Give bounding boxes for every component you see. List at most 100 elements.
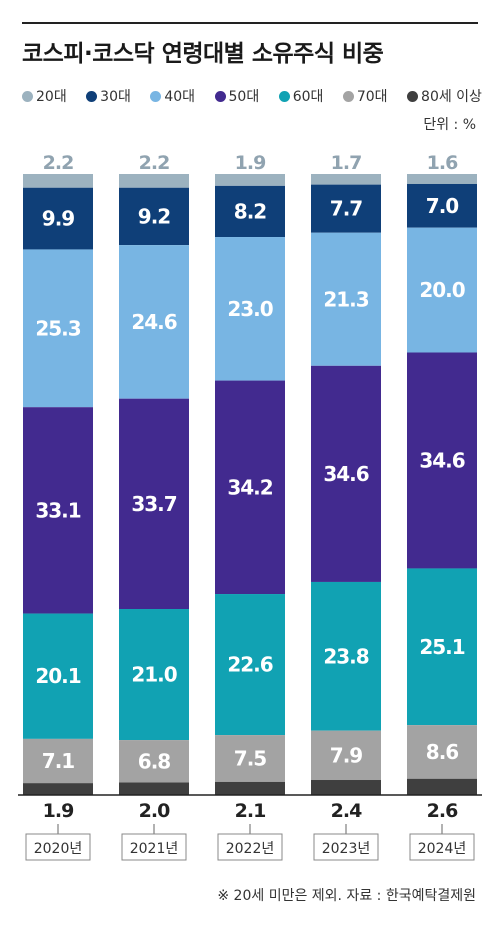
year-label: 2024년	[418, 841, 467, 857]
value-label: 8.2	[234, 199, 267, 223]
bar-segment	[311, 232, 381, 366]
year-box	[409, 833, 475, 861]
year-box	[121, 833, 187, 861]
legend-label: 20대	[36, 89, 67, 105]
bar-segment	[311, 581, 381, 731]
legend-swatch	[22, 90, 33, 102]
legend: 20대 30대 40대 50대 60대 70대 80세 이상	[22, 86, 482, 106]
year-box	[25, 833, 91, 861]
bar-segment	[215, 174, 285, 186]
bar-segment	[407, 183, 477, 228]
legend-swatch	[278, 90, 290, 102]
value-label: 25.3	[35, 316, 80, 340]
value-label: 8.6	[426, 740, 459, 764]
legend-label: 60대	[292, 89, 324, 105]
value-label: 7.1	[42, 749, 75, 773]
bar-segment	[215, 735, 285, 782]
value-label: 7.9	[330, 743, 363, 767]
legend-swatch	[407, 90, 419, 102]
legend-swatch	[86, 90, 98, 102]
value-label: 9.9	[42, 207, 75, 231]
value-label: 1.6	[427, 152, 458, 174]
bar-segment	[119, 740, 189, 783]
bar-segment	[407, 568, 477, 726]
year-label: 2020년	[34, 841, 83, 857]
value-label: 34.6	[419, 448, 464, 472]
value-label: 7.0	[426, 194, 459, 218]
bar-segment	[23, 174, 93, 188]
value-label: 2.2	[43, 152, 74, 174]
legend-label: 80세 이상	[421, 89, 482, 105]
legend-item: 40대	[150, 86, 195, 106]
legend-swatch	[150, 90, 162, 102]
source-footnote: ※ 20세 미만은 제외. 자료 : 한국예탁결제원	[217, 888, 476, 904]
value-label: 7.5	[234, 746, 267, 770]
legend-label: 50대	[228, 89, 260, 105]
year-label: 2021년	[130, 841, 179, 857]
bar-segment	[215, 237, 285, 381]
value-label: 2.6	[427, 800, 458, 822]
bar-segment	[407, 725, 477, 779]
legend-item: 20대	[22, 86, 67, 106]
bar-segment	[215, 594, 285, 736]
legend-item: 80세 이상	[407, 86, 482, 106]
bar-segment	[119, 174, 189, 188]
bar-segment	[407, 352, 477, 569]
value-label: 7.7	[330, 197, 363, 221]
value-label: 34.2	[227, 475, 272, 499]
value-label: 2.1	[235, 800, 266, 822]
bar-segment	[23, 249, 93, 408]
legend-swatch	[342, 90, 354, 102]
value-label: 24.6	[131, 310, 176, 334]
bar-segment	[407, 778, 477, 795]
bar-segment	[119, 782, 189, 795]
bar-segment	[23, 407, 93, 614]
legend-label: 40대	[164, 89, 196, 105]
bar-segment	[215, 185, 285, 238]
legend-item: 50대	[214, 86, 260, 106]
value-label: 33.1	[35, 498, 80, 522]
value-label: 2.4	[331, 800, 362, 822]
year-box	[313, 833, 379, 861]
year-label: 2023년	[322, 841, 371, 857]
bar-segment	[311, 184, 381, 233]
legend-item: 70대	[342, 86, 388, 106]
value-label: 9.2	[138, 204, 171, 228]
value-label: 25.1	[419, 635, 464, 659]
legend-item: 60대	[278, 86, 324, 106]
bar-segment	[23, 738, 93, 784]
value-label: 1.9	[43, 800, 74, 822]
year-label: 2022년	[226, 841, 275, 857]
bar-segment	[407, 174, 477, 184]
bar-segment	[311, 780, 381, 795]
bar-segment	[311, 365, 381, 582]
bar-segment	[407, 227, 477, 353]
bar-segment	[311, 730, 381, 781]
bar-segment	[215, 781, 285, 795]
legend-item: 30대	[86, 86, 131, 106]
value-label: 22.6	[227, 653, 272, 677]
bar-segment	[119, 245, 189, 399]
chart-title: 코스피·코스닥 연령대별 소유주식 비중	[22, 41, 384, 67]
legend-label: 70대	[356, 89, 388, 105]
value-label: 1.9	[235, 152, 266, 174]
bar-segment	[119, 187, 189, 246]
bar-segment	[23, 613, 93, 739]
bar-segment	[215, 380, 285, 595]
legend-label: 30대	[100, 89, 131, 105]
value-label: 20.1	[35, 664, 80, 688]
value-label: 2.2	[139, 152, 170, 174]
unit-label: 단위 : %	[423, 117, 476, 133]
value-label: 20.0	[419, 278, 464, 302]
value-label: 23.8	[323, 644, 368, 668]
legend-swatch	[214, 90, 226, 102]
value-label: 21.0	[131, 663, 176, 687]
bar-segment	[23, 187, 93, 250]
bar-segment	[23, 783, 93, 795]
value-label: 23.0	[227, 297, 272, 321]
bar-segment	[119, 609, 189, 741]
year-box	[217, 833, 283, 861]
value-label: 34.6	[323, 462, 368, 486]
value-label: 21.3	[323, 287, 368, 311]
